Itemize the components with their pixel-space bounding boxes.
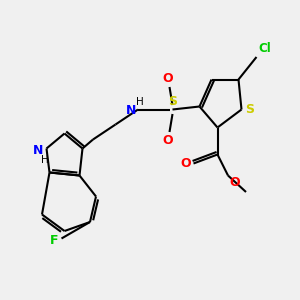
Text: O: O — [230, 176, 240, 189]
Text: H: H — [136, 97, 143, 107]
Text: O: O — [163, 134, 173, 147]
Text: Cl: Cl — [258, 43, 271, 56]
Text: N: N — [33, 143, 44, 157]
Text: H: H — [41, 155, 49, 165]
Text: N: N — [126, 104, 136, 118]
Text: S: S — [245, 103, 254, 116]
Text: O: O — [180, 157, 190, 170]
Text: F: F — [50, 233, 58, 247]
Text: S: S — [168, 95, 177, 108]
Text: O: O — [163, 72, 173, 85]
